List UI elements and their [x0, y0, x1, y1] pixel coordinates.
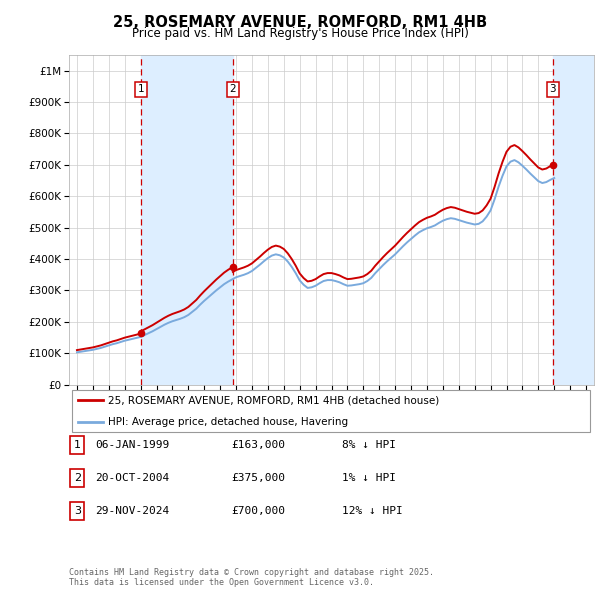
Text: 25, ROSEMARY AVENUE, ROMFORD, RM1 4HB (detached house): 25, ROSEMARY AVENUE, ROMFORD, RM1 4HB (d…: [109, 395, 440, 405]
Text: £375,000: £375,000: [231, 473, 285, 483]
Text: 06-JAN-1999: 06-JAN-1999: [95, 440, 169, 450]
FancyBboxPatch shape: [70, 502, 85, 520]
Bar: [141, 55, 233, 385]
Text: 2: 2: [230, 84, 236, 94]
FancyBboxPatch shape: [70, 436, 85, 454]
Bar: [553, 55, 594, 385]
Text: 20-OCT-2004: 20-OCT-2004: [95, 473, 169, 483]
Text: 3: 3: [550, 84, 556, 94]
FancyBboxPatch shape: [71, 389, 590, 432]
Text: £700,000: £700,000: [231, 506, 285, 516]
Text: 1% ↓ HPI: 1% ↓ HPI: [342, 473, 396, 483]
Text: 29-NOV-2024: 29-NOV-2024: [95, 506, 169, 516]
Text: 8% ↓ HPI: 8% ↓ HPI: [342, 440, 396, 450]
Text: 1: 1: [137, 84, 144, 94]
Text: 25, ROSEMARY AVENUE, ROMFORD, RM1 4HB: 25, ROSEMARY AVENUE, ROMFORD, RM1 4HB: [113, 15, 487, 30]
Text: HPI: Average price, detached house, Havering: HPI: Average price, detached house, Have…: [109, 417, 349, 427]
Text: £163,000: £163,000: [231, 440, 285, 450]
Text: 12% ↓ HPI: 12% ↓ HPI: [342, 506, 403, 516]
Text: Contains HM Land Registry data © Crown copyright and database right 2025.
This d: Contains HM Land Registry data © Crown c…: [69, 568, 434, 587]
Text: 1: 1: [74, 440, 81, 450]
Text: 3: 3: [74, 506, 81, 516]
FancyBboxPatch shape: [70, 469, 85, 487]
Text: 2: 2: [74, 473, 81, 483]
Text: Price paid vs. HM Land Registry's House Price Index (HPI): Price paid vs. HM Land Registry's House …: [131, 27, 469, 40]
